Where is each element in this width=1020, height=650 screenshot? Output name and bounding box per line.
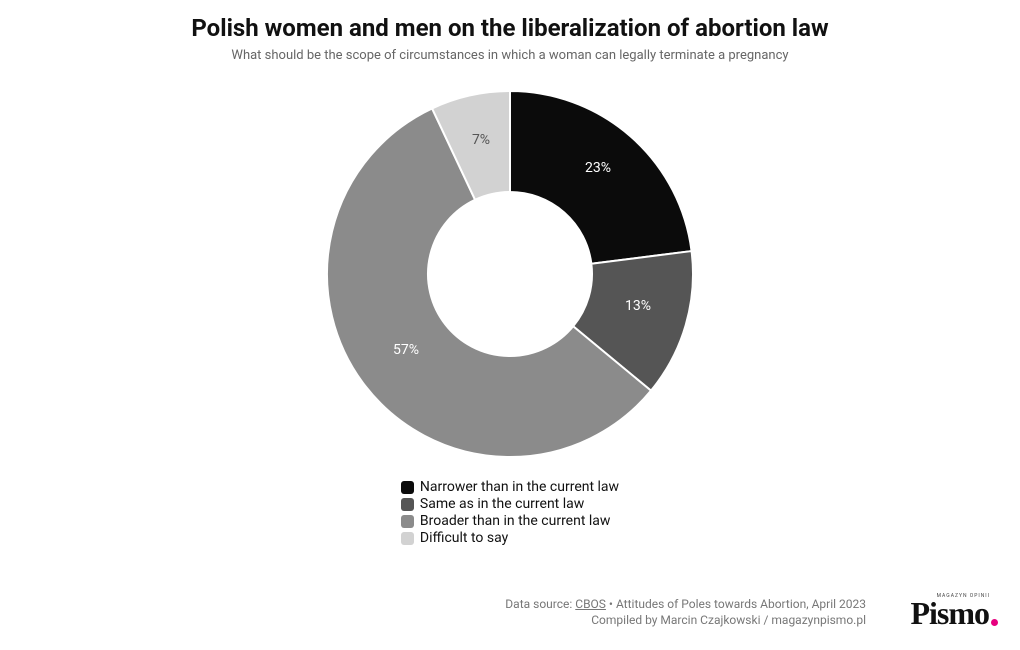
chart-subtitle: What should be the scope of circumstance… bbox=[0, 48, 1020, 63]
credits-line-1: Data source: CBOS • Attitudes of Poles t… bbox=[505, 596, 866, 612]
legend-item: Difficult to say bbox=[401, 530, 619, 546]
credits-suffix: • Attitudes of Poles towards Abortion, A… bbox=[606, 597, 866, 611]
slice-percent-label: 57% bbox=[393, 342, 419, 358]
slice-percent-label: 7% bbox=[472, 132, 490, 148]
credits-prefix: Data source: bbox=[505, 597, 575, 611]
legend-swatch-icon bbox=[401, 515, 414, 528]
legend-list: Narrower than in the current lawSame as … bbox=[401, 479, 619, 546]
chart-title: Polish women and men on the liberalizati… bbox=[0, 0, 1020, 42]
publisher-logo: MAGAZYN OPINII Pismo bbox=[910, 595, 998, 632]
legend: Narrower than in the current lawSame as … bbox=[0, 479, 1020, 546]
source-link[interactable]: CBOS bbox=[575, 597, 606, 611]
credits-line-2: Compiled by Marcin Czajkowski / magazynp… bbox=[505, 612, 866, 628]
legend-swatch-icon bbox=[401, 532, 414, 545]
legend-item: Narrower than in the current law bbox=[401, 479, 619, 495]
legend-item: Same as in the current law bbox=[401, 496, 619, 512]
legend-label: Difficult to say bbox=[420, 530, 508, 546]
donut-svg bbox=[327, 91, 693, 457]
slice-percent-label: 23% bbox=[585, 160, 611, 176]
legend-label: Broader than in the current law bbox=[420, 513, 611, 529]
slice-percent-label: 13% bbox=[625, 298, 651, 314]
legend-label: Narrower than in the current law bbox=[420, 479, 619, 495]
chart-container: 23% 13% 57% 7% bbox=[0, 91, 1020, 457]
legend-swatch-icon bbox=[401, 498, 414, 511]
donut-slice bbox=[510, 91, 692, 264]
logo-dot-icon bbox=[991, 619, 998, 626]
logo-tagline: MAGAZYN OPINII bbox=[937, 593, 990, 599]
credits: Data source: CBOS • Attitudes of Poles t… bbox=[505, 596, 866, 628]
legend-swatch-icon bbox=[401, 481, 414, 494]
legend-label: Same as in the current law bbox=[420, 496, 584, 512]
donut-chart: 23% 13% 57% 7% bbox=[327, 91, 693, 457]
legend-item: Broader than in the current law bbox=[401, 513, 619, 529]
logo-word: Pismo bbox=[910, 595, 989, 632]
